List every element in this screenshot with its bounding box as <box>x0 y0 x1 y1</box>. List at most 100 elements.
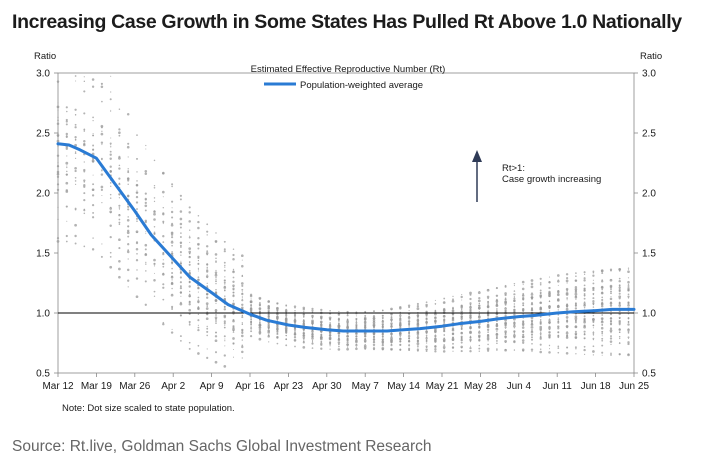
state-dot <box>372 315 376 319</box>
legend-title: Estimated Effective Reproductive Number … <box>251 64 446 75</box>
state-dot <box>566 290 568 292</box>
state-dot <box>65 234 68 238</box>
state-dot <box>74 176 77 179</box>
state-dot <box>601 337 604 340</box>
state-dot <box>390 322 393 325</box>
state-dot <box>443 329 445 331</box>
state-dot <box>223 326 226 329</box>
state-dot <box>214 351 218 354</box>
state-dot <box>381 348 384 351</box>
state-dot <box>302 313 305 316</box>
state-dot <box>486 347 490 351</box>
state-dot <box>627 302 630 304</box>
state-dot <box>381 344 384 347</box>
state-dot <box>294 310 296 312</box>
state-dot <box>363 346 367 349</box>
state-dot <box>109 157 112 160</box>
state-dot <box>110 206 112 209</box>
state-dot <box>478 347 481 350</box>
state-dot <box>258 328 262 331</box>
y-tick-left: 1.0 <box>36 309 50 320</box>
state-dot <box>627 283 630 286</box>
state-dot <box>285 305 287 307</box>
state-dot <box>179 314 182 317</box>
state-dot <box>215 257 217 260</box>
state-dot <box>539 294 543 297</box>
state-dot <box>118 134 121 137</box>
state-dot <box>74 126 77 129</box>
state-dot <box>171 207 173 209</box>
state-dot <box>478 302 480 305</box>
state-dot <box>205 317 209 321</box>
state-dot <box>171 252 173 255</box>
state-dot <box>618 353 621 356</box>
state-dot <box>487 321 490 324</box>
state-dot <box>539 319 542 321</box>
state-dot <box>127 194 130 197</box>
state-dot <box>293 305 297 308</box>
state-dot <box>162 172 165 175</box>
state-dot <box>302 308 305 311</box>
state-dot <box>224 283 226 285</box>
state-dot <box>461 299 463 301</box>
state-dot <box>189 229 191 231</box>
state-dot <box>215 320 217 322</box>
state-dot <box>285 334 287 337</box>
state-dot <box>127 216 129 218</box>
state-dot <box>452 317 454 320</box>
state-dot <box>118 207 121 209</box>
state-dot <box>171 183 174 186</box>
state-dot <box>109 182 112 184</box>
state-dot <box>161 190 165 194</box>
state-dot <box>214 309 218 312</box>
state-dot <box>539 335 542 338</box>
state-dot <box>372 336 376 339</box>
state-dot <box>531 322 533 325</box>
state-dot <box>451 299 455 303</box>
state-dot <box>504 340 507 343</box>
state-dot <box>399 340 402 343</box>
state-dot <box>109 256 112 258</box>
state-dot <box>83 139 86 143</box>
state-dot <box>478 290 480 293</box>
state-dot <box>355 335 358 337</box>
state-dot <box>259 314 261 317</box>
state-dot <box>145 231 147 233</box>
state-dot <box>504 298 507 300</box>
state-dot <box>539 322 542 324</box>
x-tick-label: Apr 9 <box>200 381 224 392</box>
state-dot <box>609 329 613 332</box>
state-dot <box>232 248 235 250</box>
state-dot <box>382 321 384 323</box>
state-dot <box>241 316 244 319</box>
state-dot <box>249 334 253 338</box>
state-dot <box>224 295 226 297</box>
state-dot <box>320 340 323 343</box>
state-dot <box>592 337 595 340</box>
state-dot <box>556 274 560 277</box>
x-tick-label: May 14 <box>387 381 420 392</box>
state-dot <box>197 263 200 265</box>
state-dot <box>566 321 568 324</box>
state-dot <box>126 231 130 235</box>
state-dot <box>56 170 60 174</box>
state-dot <box>56 183 60 186</box>
state-dot <box>618 279 621 283</box>
state-dot <box>530 285 534 289</box>
state-dot <box>592 306 595 308</box>
state-dot <box>74 135 77 139</box>
state-dot <box>136 171 138 173</box>
state-dot <box>197 313 200 316</box>
state-dot <box>609 327 613 330</box>
state-dot <box>469 338 472 341</box>
state-dot <box>303 315 305 317</box>
state-dot <box>189 300 191 303</box>
state-dot <box>197 291 199 293</box>
state-dot <box>232 253 235 257</box>
state-dot <box>495 302 498 304</box>
state-dot <box>355 332 358 335</box>
state-dot <box>91 159 95 163</box>
state-dot <box>320 347 323 350</box>
state-dot <box>530 297 534 300</box>
state-dot <box>548 300 551 303</box>
